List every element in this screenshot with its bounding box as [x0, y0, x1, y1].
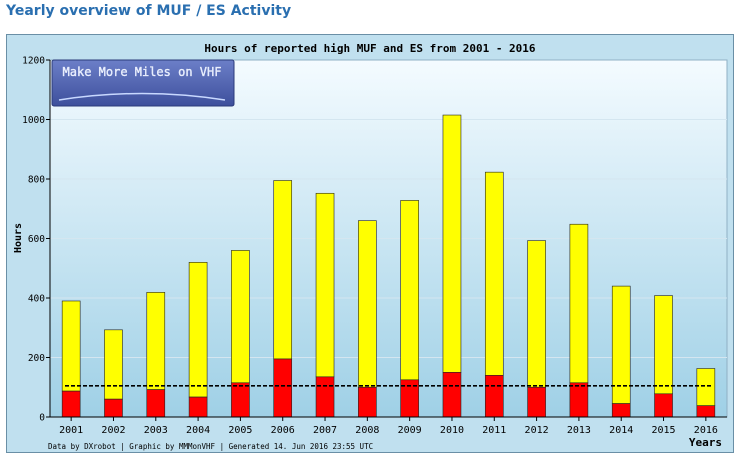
bar-es-2005	[231, 382, 250, 418]
x-axis: 2001 2002 2003 2004 2005 2006 2007 2008 2009 2010…	[50, 416, 727, 436]
bar-muf-2010	[442, 114, 462, 373]
bar-muf-2016	[696, 368, 716, 406]
bar-es-2008	[358, 386, 377, 418]
bar-muf-2001	[61, 300, 81, 392]
x-tick-label: 2001	[59, 425, 83, 436]
y-tick-label: 400	[28, 294, 45, 305]
x-tick-label: 2012	[525, 425, 549, 436]
bar-muf-2015	[654, 295, 673, 395]
logo-text: Make More Miles on VHF	[63, 65, 222, 79]
x-tick-label: 2005	[228, 425, 252, 436]
y-axis: 0 200 400 600 800 1000 1200	[22, 56, 51, 424]
x-tick-label: 2006	[271, 425, 295, 436]
x-tick-label: 2007	[313, 425, 337, 436]
x-tick-label: 2004	[186, 425, 210, 436]
logo: Make More Miles on VHF	[51, 59, 235, 107]
logo-background	[51, 59, 235, 107]
bar-es-2002	[104, 398, 123, 418]
bar-es-2007	[315, 376, 335, 418]
bar-muf-2004	[188, 262, 208, 398]
x-tick-label: 2015	[651, 425, 675, 436]
bar-muf-2007	[315, 192, 335, 378]
bar-muf-2009	[400, 200, 419, 381]
bars	[61, 114, 716, 418]
x-tick-label: 2013	[567, 425, 591, 436]
chart-title: Hours of reported high MUF and ES from 2…	[204, 42, 536, 55]
chart-svg: Hours of reported high MUF and ES from 2…	[13, 42, 728, 451]
bar-es-2016	[696, 405, 716, 418]
bar-es-2011	[484, 375, 504, 418]
x-tick-label: 2016	[694, 425, 718, 436]
bar-es-2012	[527, 386, 546, 418]
y-tick-label: 800	[28, 175, 45, 186]
bar-muf-2013	[569, 223, 589, 384]
x-tick-label: 2014	[609, 425, 633, 436]
page-heading: Yearly overview of MUF / ES Activity	[6, 3, 292, 19]
x-tick-label: 2009	[398, 425, 422, 436]
bar-es-2010	[442, 372, 462, 418]
y-tick-label: 1200	[22, 56, 45, 67]
footer-credits: Data by DXrobot | Graphic by MMMonVHF | …	[48, 442, 373, 451]
y-tick-label: 600	[28, 234, 45, 245]
bar-es-2013	[569, 382, 589, 418]
bar-es-2006	[273, 358, 293, 418]
bar-es-2001	[61, 390, 81, 418]
x-tick-label: 2010	[440, 425, 464, 436]
x-axis-label: Years	[689, 436, 722, 449]
bar-muf-2012	[527, 240, 546, 388]
bar-es-2014	[611, 403, 631, 418]
bar-es-2003	[146, 389, 166, 418]
y-tick-label: 1000	[22, 115, 45, 126]
x-tick-label: 2011	[482, 425, 506, 436]
y-tick-label: 0	[39, 413, 45, 424]
x-tick-label: 2008	[355, 425, 379, 436]
x-tick-label: 2002	[101, 425, 125, 436]
bar-muf-2006	[273, 180, 293, 360]
bar-es-2004	[188, 396, 208, 418]
logo-arc	[58, 92, 226, 101]
bar-muf-2011	[484, 171, 504, 376]
y-axis-label: Hours	[13, 223, 24, 253]
bar-muf-2002	[104, 329, 123, 400]
y-tick-label: 200	[28, 353, 45, 364]
x-tick-label: 2003	[144, 425, 168, 436]
bar-muf-2008	[358, 220, 377, 388]
bar-es-2015	[654, 393, 673, 418]
bar-muf-2003	[146, 292, 166, 390]
chart-frame: Hours of reported high MUF and ES from 2…	[6, 34, 734, 453]
bar-muf-2005	[231, 250, 250, 384]
